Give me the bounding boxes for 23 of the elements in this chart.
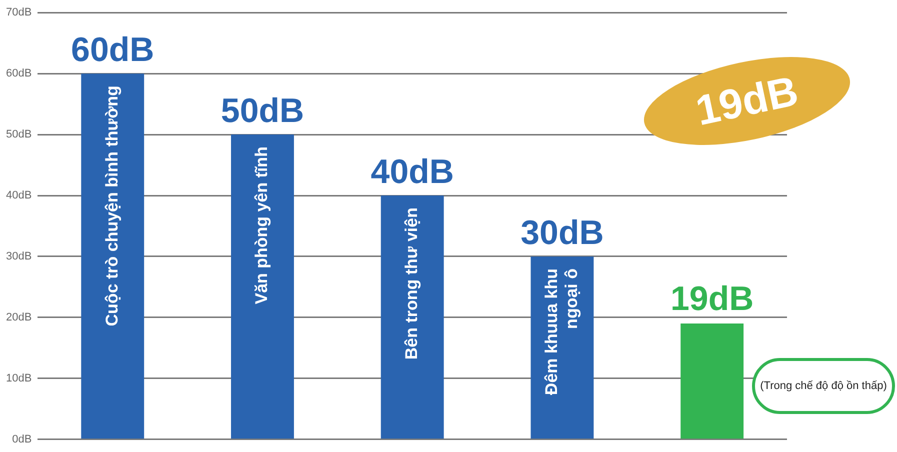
data-label: 19dB xyxy=(670,280,754,318)
data-label: 60dB xyxy=(71,30,154,69)
bar xyxy=(680,324,744,439)
y-tick-label: 20dB xyxy=(6,311,32,324)
data-label: 30dB xyxy=(520,214,604,252)
y-tick-label: 0dB xyxy=(12,433,32,446)
bar xyxy=(380,196,444,439)
bar xyxy=(530,256,594,439)
y-tick-label: 60dB xyxy=(6,68,32,80)
bar xyxy=(81,74,144,439)
data-label: 50dB xyxy=(220,92,304,130)
x-tick-label: Đêm khuua khu ngoại ô xyxy=(542,268,581,396)
x-tick-label: Cuộc trò chuyện bình thường xyxy=(102,86,122,326)
y-tick-label: 50dB xyxy=(6,128,32,141)
y-tick-label: 10dB xyxy=(6,372,32,384)
bar xyxy=(231,134,294,439)
x-tick-label: Bên trong thư viện xyxy=(402,208,422,360)
data-label: 40dB xyxy=(370,152,454,191)
y-tick-label: 70dB xyxy=(6,6,32,19)
x-tick-label: Văn phòng yên tĩnh xyxy=(252,146,272,304)
y-tick-label: 30dB xyxy=(6,250,32,263)
rounded-callout: (Trong chế độ độ ồn thấp) xyxy=(752,358,895,414)
y-tick-label: 40dB xyxy=(6,190,32,202)
